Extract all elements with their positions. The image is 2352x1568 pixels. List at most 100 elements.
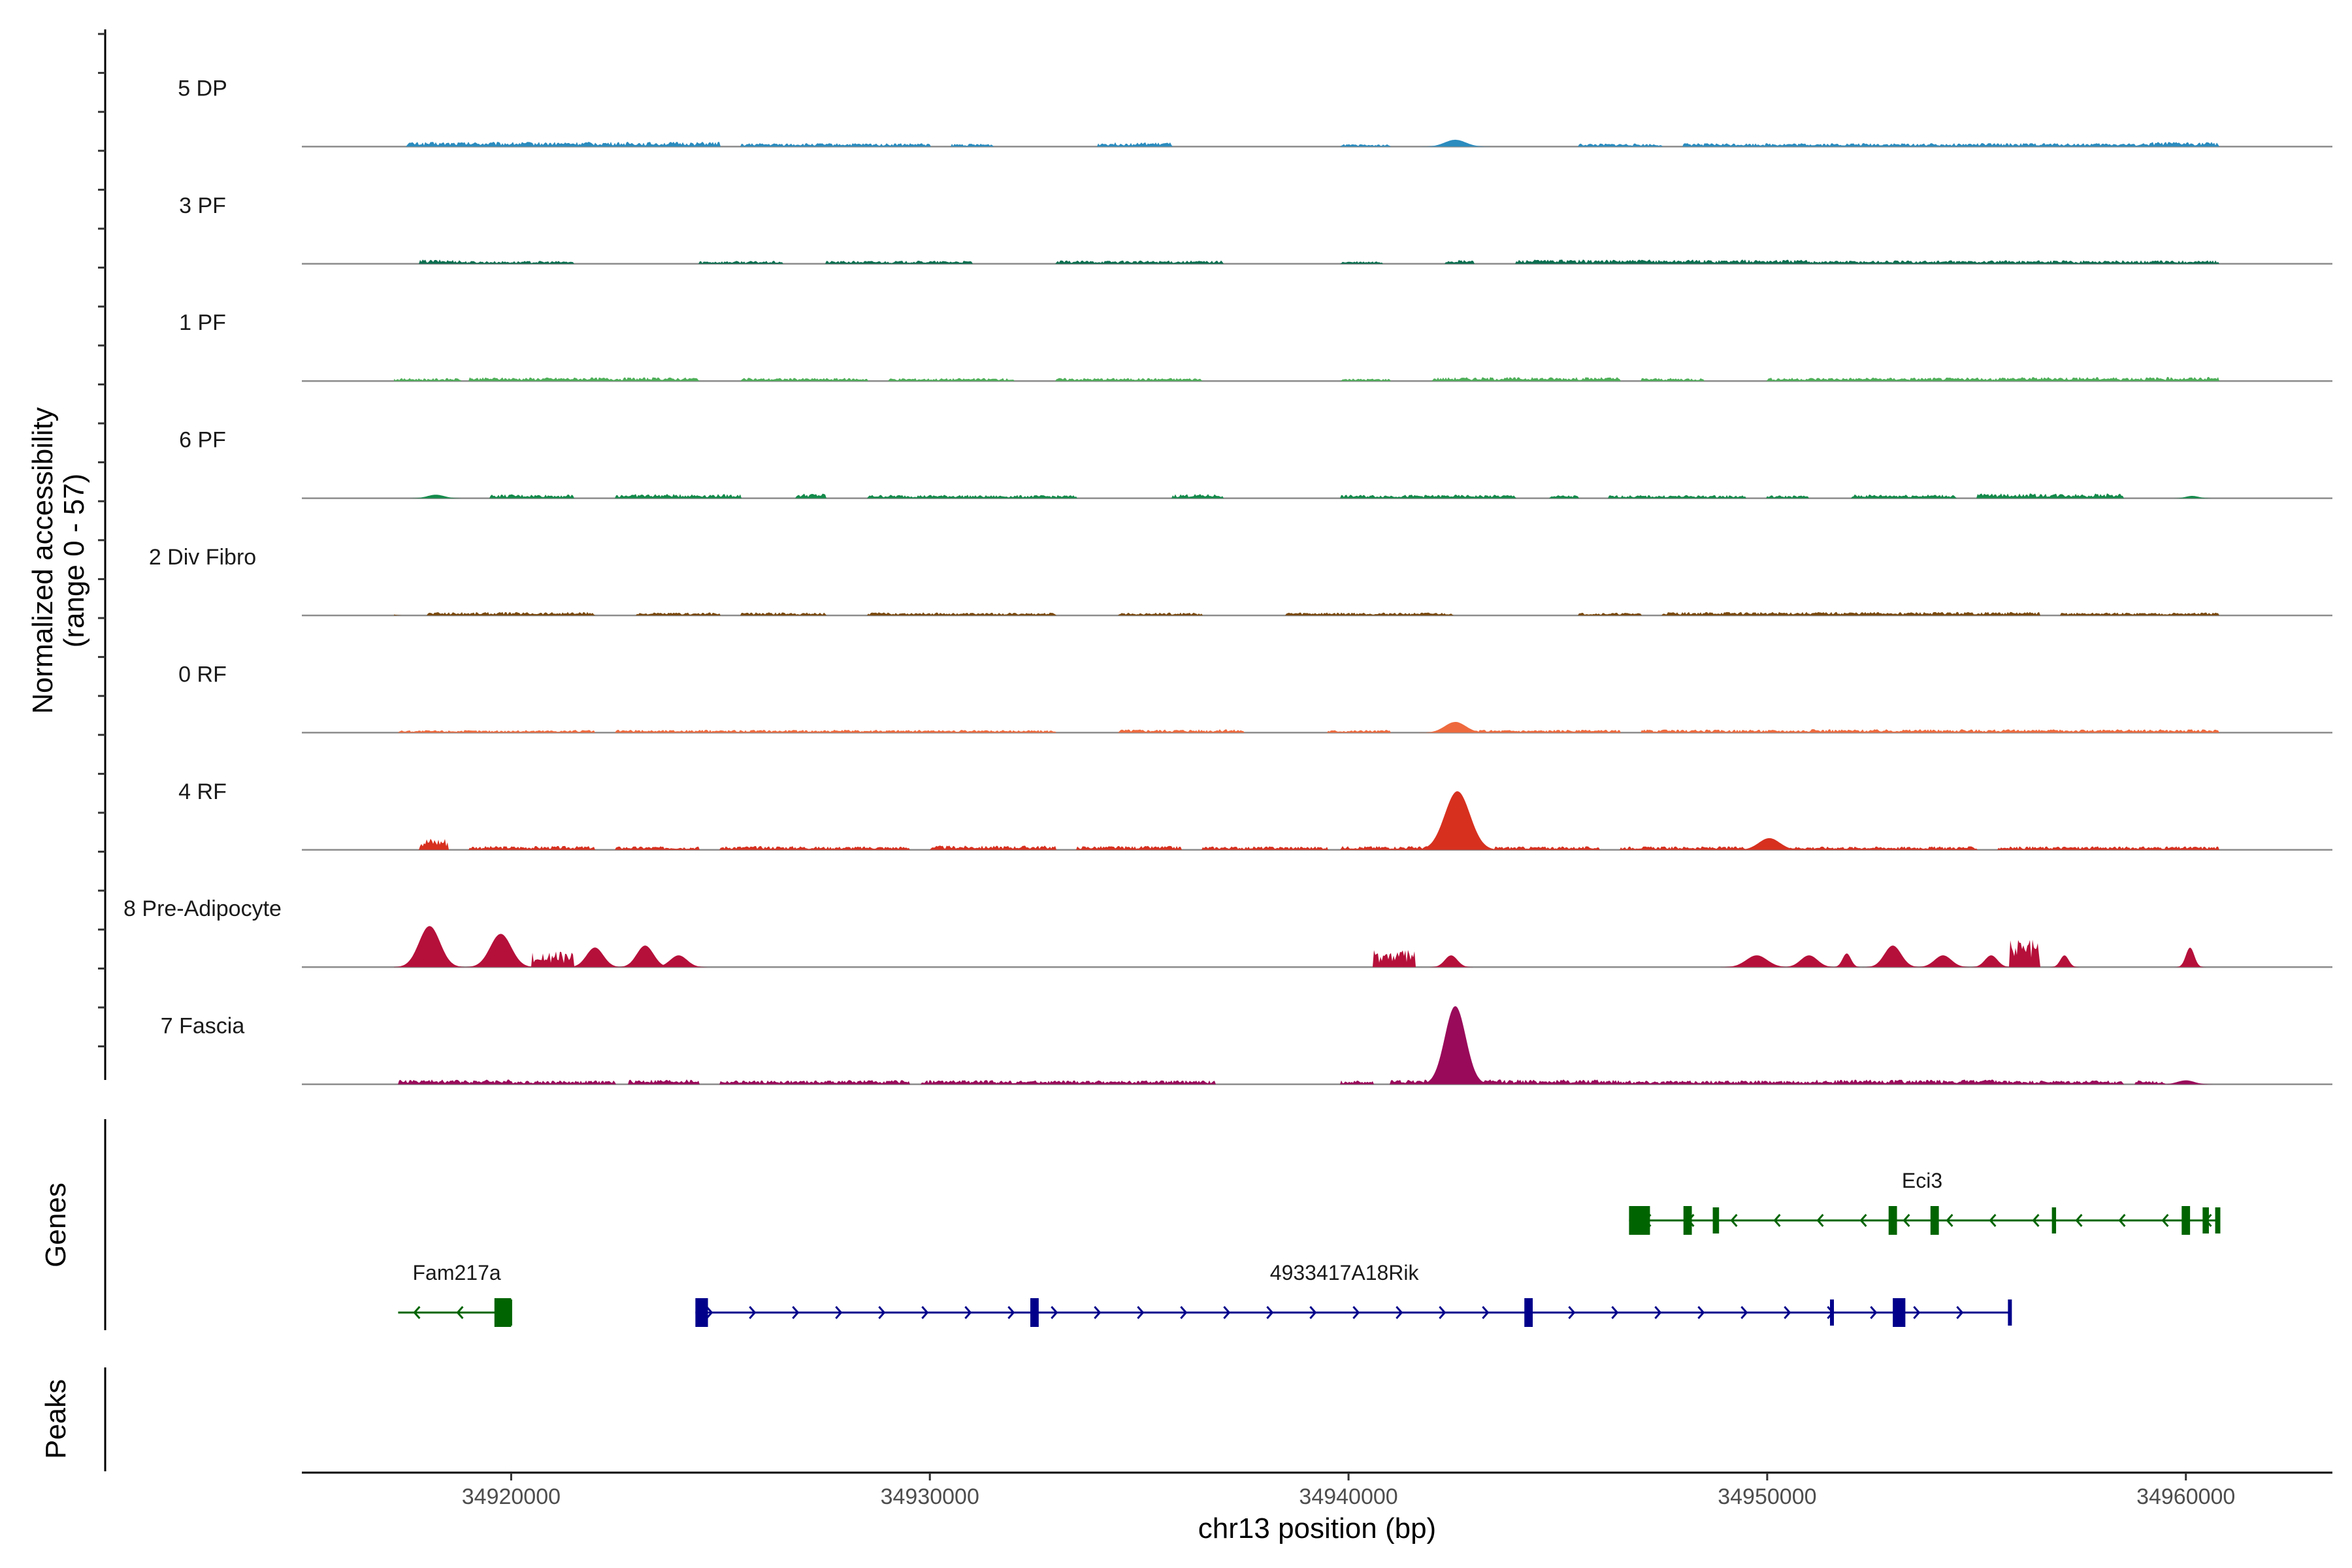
- strand-arrow: [1266, 1306, 1274, 1319]
- coverage-area: [393, 377, 2224, 382]
- strand-arrow: [1180, 1306, 1188, 1319]
- track-label: 3 PF: [179, 193, 226, 218]
- strand-arrow: [2118, 1214, 2126, 1227]
- y-axis-title-line2: (range 0 - 57): [58, 474, 90, 648]
- track-5-dp: 5 DP: [178, 76, 2332, 148]
- gene-exon: [2008, 1299, 2012, 1326]
- track-label: 8 Pre-Adipocyte: [123, 896, 282, 921]
- strand-arrow: [1859, 1214, 1867, 1227]
- gene-annotations: Eci3 Fam217a 4933417A18Rik: [398, 1169, 2221, 1327]
- strand-arrow: [1730, 1214, 1738, 1227]
- strand-arrow: [749, 1306, 757, 1319]
- track-4-rf: 4 RF: [178, 779, 2332, 851]
- strand-arrow: [964, 1306, 972, 1319]
- strand-arrow: [878, 1306, 886, 1319]
- strand-arrow: [1946, 1214, 1953, 1227]
- gene-exon: [1030, 1298, 1039, 1327]
- strand-arrow: [792, 1306, 800, 1319]
- coverage-area: [393, 612, 2224, 615]
- strand-arrow: [1816, 1214, 1824, 1227]
- strand-arrow: [1309, 1306, 1317, 1319]
- track-7-fascia: 7 Fascia: [161, 1006, 2332, 1085]
- strand-arrow: [921, 1306, 929, 1319]
- coverage-area: [393, 259, 2224, 264]
- strand-arrow: [1903, 1214, 1910, 1227]
- gene-eci3: Eci3: [1629, 1169, 2221, 1235]
- track-6-pf: 6 PF: [179, 428, 2332, 499]
- strand-arrow: [2161, 1214, 2169, 1227]
- gene-exon: [2202, 1207, 2209, 1233]
- strand-arrow: [1007, 1306, 1015, 1319]
- gene-exon: [1524, 1298, 1533, 1327]
- strand-arrow: [1913, 1306, 1921, 1319]
- strand-arrow: [1094, 1306, 1102, 1319]
- strand-arrow: [1989, 1214, 1997, 1227]
- track-label: 5 DP: [178, 76, 227, 101]
- strand-arrow: [1568, 1306, 1576, 1319]
- gene-exon: [2215, 1207, 2219, 1233]
- track-0-rf: 0 RF: [178, 662, 2332, 734]
- gene-4933417a18rik: 4933417A18Rik: [695, 1261, 2012, 1327]
- strand-arrow: [1223, 1306, 1231, 1319]
- peaks-panel-label: Peaks: [40, 1379, 72, 1459]
- strand-arrow: [1956, 1306, 1964, 1319]
- x-tick-label: 34940000: [1299, 1484, 1397, 1509]
- track-label: 4 RF: [178, 779, 227, 804]
- track-3-pf: 3 PF: [179, 193, 2332, 265]
- gene-exon: [1888, 1206, 1897, 1235]
- gene-exon: [1712, 1207, 1720, 1233]
- strand-arrow: [456, 1306, 464, 1319]
- gene-exon: [1683, 1206, 1692, 1235]
- strand-arrow: [1773, 1214, 1781, 1227]
- track-label: 0 RF: [178, 662, 227, 687]
- gene-exon: [2181, 1206, 2191, 1235]
- gene-exon: [2051, 1207, 2057, 1233]
- gene-exon: [1629, 1206, 1650, 1235]
- gene-fam217a: Fam217a: [398, 1261, 512, 1327]
- strand-arrow: [1137, 1306, 1145, 1319]
- x-tick-label: 34920000: [462, 1484, 561, 1509]
- coverage-area: [393, 926, 2224, 968]
- strand-arrow: [1870, 1306, 1878, 1319]
- coverage-area: [393, 1006, 2224, 1085]
- strand-arrow: [1697, 1306, 1705, 1319]
- strand-arrow: [1654, 1306, 1662, 1319]
- strand-arrow: [2032, 1214, 2040, 1227]
- gene-label: Fam217a: [413, 1261, 501, 1284]
- strand-arrow: [1352, 1306, 1360, 1319]
- x-axis-title: chr13 position (bp): [1198, 1512, 1436, 1544]
- track-label: 1 PF: [179, 310, 226, 335]
- strand-arrow: [2075, 1214, 2083, 1227]
- y-axis-title-line1: Normalized accessibility: [27, 407, 59, 713]
- gene-exon: [695, 1298, 708, 1327]
- track-2-div-fibro: 2 Div Fibro: [149, 545, 2332, 617]
- genes-panel-label: Genes: [40, 1183, 72, 1267]
- x-axis-ticks: 34920000 34930000 34940000 34950000 34960000: [462, 1473, 2235, 1509]
- gene-exon: [1930, 1206, 1939, 1235]
- strand-arrow: [1784, 1306, 1791, 1319]
- coverage-area: [393, 493, 2224, 498]
- track-label: 2 Div Fibro: [149, 545, 256, 570]
- strand-arrow: [1482, 1306, 1490, 1319]
- coverage-area: [393, 791, 2224, 850]
- coverage-area: [393, 722, 2224, 733]
- strand-arrow: [1051, 1306, 1058, 1319]
- strand-arrow: [706, 1306, 713, 1319]
- x-tick-label: 34960000: [2136, 1484, 2235, 1509]
- x-tick-label: 34950000: [1718, 1484, 1816, 1509]
- strand-arrow: [835, 1306, 843, 1319]
- track-label: 6 PF: [179, 428, 226, 453]
- x-tick-label: 34930000: [881, 1484, 979, 1509]
- gene-exon: [494, 1298, 512, 1327]
- track-label: 7 Fascia: [161, 1014, 245, 1039]
- gene-label: 4933417A18Rik: [1270, 1261, 1420, 1284]
- strand-arrow: [413, 1306, 421, 1319]
- coverage-tracks: 5 DP 3 PF 1 PF 6 PF 2 Div Fibro 0 RF 4 RF 8 Pre…: [123, 76, 2332, 1085]
- gene-exon: [1893, 1298, 1906, 1327]
- track-1-pf: 1 PF: [179, 310, 2332, 382]
- gene-label: Eci3: [1902, 1169, 1942, 1192]
- track-8-pre-adipocyte: 8 Pre-Adipocyte: [123, 896, 2332, 968]
- strand-arrow: [1740, 1306, 1748, 1319]
- coverage-y-ticks: [98, 33, 105, 1048]
